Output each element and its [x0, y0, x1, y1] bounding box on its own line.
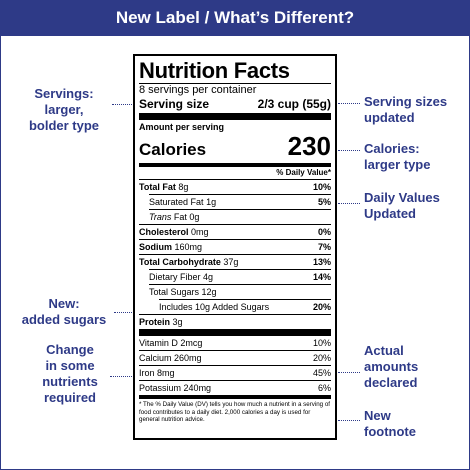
serving-size-label: Serving size [139, 97, 210, 111]
calories-row: Calories 230 [139, 133, 331, 163]
connector-servings [112, 104, 132, 105]
page-title: New Label / What’s Different? [0, 0, 470, 36]
nutrient-row-dietary-fiber: Dietary Fiber 4g 14% [149, 272, 331, 282]
connector-actual-amounts [338, 372, 360, 373]
divider [139, 179, 331, 180]
note-actual-amounts: Actual amounts declared [364, 343, 419, 390]
micro-row-calcium: Calcium 260mg 20% [139, 353, 331, 363]
divider [149, 209, 331, 210]
nutrient-row-trans-fat: Trans Fat 0g [149, 212, 200, 222]
micro-row-iron: Iron 8mg 45% [139, 368, 331, 378]
connector-footnote [338, 420, 360, 421]
thick-divider [139, 113, 331, 120]
nutrient-row-total-carbohydrate: Total Carbohydrate 37g 13% [139, 257, 331, 267]
amount-per-serving: Amount per serving [139, 122, 225, 132]
divider [139, 380, 331, 381]
nutrient-row-saturated-fat: Saturated Fat 1g 5% [149, 197, 331, 207]
calories-label: Calories [139, 140, 207, 159]
note-nutrients: Change in some nutrients required [42, 342, 98, 405]
divider [149, 284, 331, 285]
divider [139, 224, 331, 225]
divider [149, 269, 331, 270]
divider [139, 83, 331, 84]
note-added-sugars: New: added sugars [21, 296, 107, 327]
nutrient-row-added-sugars: Includes 10g Added Sugars 20% [159, 302, 331, 312]
connector-nutrients [110, 376, 132, 377]
divider [139, 365, 331, 366]
note-serving-sizes: Serving sizes updated [364, 94, 448, 125]
label-title: Nutrition Facts [139, 58, 290, 83]
nutrient-row-protein: Protein 3g [139, 317, 183, 327]
note-servings: Servings: larger, bolder type [28, 86, 100, 133]
nutrient-row-total-fat: Total Fat 8g 10% [139, 182, 331, 192]
note-daily-values: Daily Values Updated [364, 190, 440, 221]
divider [139, 350, 331, 351]
calories-value: 230 [287, 131, 331, 161]
divider [149, 194, 331, 195]
nutrient-row-cholesterol: Cholesterol 0mg 0% [139, 227, 331, 237]
nutrient-row-total-sugars: Total Sugars 12g [149, 287, 217, 297]
serving-size-row: Serving size 2/3 cup (55g) [139, 97, 331, 111]
nutrition-label: Nutrition Facts 8 servings per container… [133, 54, 337, 440]
daily-value-header: % Daily Value* [276, 168, 331, 177]
label-footnote: * The % Daily Value (DV) tells you how m… [139, 401, 330, 423]
nutrient-row-sodium: Sodium 160mg 7% [139, 242, 331, 252]
connector-calories [338, 150, 360, 151]
medium-divider [139, 163, 331, 167]
serving-size-value: 2/3 cup (55g) [257, 97, 331, 111]
connector-added-sugars [114, 312, 132, 313]
divider [139, 239, 331, 240]
connector-serving-sizes [338, 103, 360, 104]
divider [139, 254, 331, 255]
connector-daily-values [338, 203, 360, 204]
divider [159, 299, 331, 300]
medium-divider [139, 395, 331, 399]
note-calories: Calories: larger type [364, 141, 431, 172]
micro-row-vitamin-d: Vitamin D 2mcg 10% [139, 338, 331, 348]
micro-row-potassium: Potassium 240mg 6% [139, 383, 331, 393]
servings-per-container: 8 servings per container [139, 84, 257, 96]
note-footnote: New footnote [364, 408, 416, 439]
thick-divider [139, 329, 331, 336]
divider [139, 314, 331, 315]
